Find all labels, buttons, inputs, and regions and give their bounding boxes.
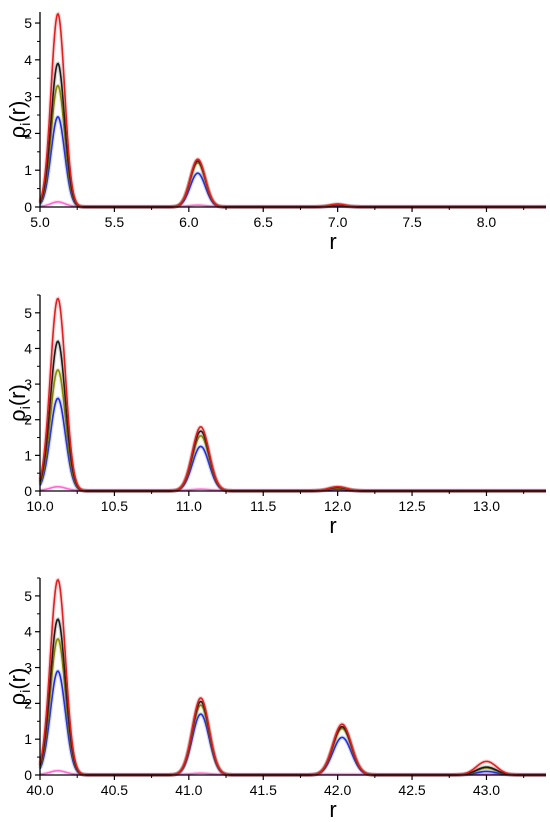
x-tick-label: 43.0 bbox=[473, 782, 500, 798]
series-halo-2 bbox=[38, 396, 546, 493]
x-tick-label: 41.0 bbox=[175, 782, 202, 798]
chart-panel-1: 5.0 5.5 6.0 6.5 7.0 7.5 8.0 0 1 2 3 4 5 r ρi(r) bbox=[5, 10, 546, 254]
y-tick-label: 1 bbox=[24, 162, 32, 178]
x-tick-label: 40.0 bbox=[26, 782, 53, 798]
y-tick-label: 3 bbox=[24, 660, 32, 676]
y-axis-label-subscript: i bbox=[17, 123, 33, 126]
x-tick-label: 6.5 bbox=[254, 214, 274, 230]
series-halo-2 bbox=[38, 114, 546, 209]
y-axis-label: ρi(r) bbox=[5, 384, 33, 422]
x-tick-label: 42.0 bbox=[324, 782, 351, 798]
y-axis-label-subscript: i bbox=[17, 690, 33, 693]
y-tick-label: 1 bbox=[24, 731, 32, 747]
x-tick-label: 40.5 bbox=[101, 782, 128, 798]
y-tick-label: 0 bbox=[24, 199, 32, 215]
y-axis-label-subscript: i bbox=[17, 406, 33, 409]
x-tick-label: 7.0 bbox=[328, 214, 348, 230]
y-axis-label: ρi(r) bbox=[5, 101, 33, 139]
series-halo-4 bbox=[38, 60, 546, 209]
series-halo-5 bbox=[38, 295, 546, 493]
y-tick-label: 5 bbox=[24, 15, 32, 31]
x-tick-label: 7.5 bbox=[402, 214, 422, 230]
x-tick-label: 11.0 bbox=[176, 498, 202, 514]
chart-panel-3: 40.0 40.5 41.0 41.5 42.0 42.5 43.0 0 1 2 3 4 5 r ρi(r) bbox=[5, 577, 546, 822]
y-tick-label: 3 bbox=[24, 376, 32, 392]
x-tick-label: 10.0 bbox=[26, 498, 53, 514]
chart-panel-2: 10.0 10.5 11.0 11.5 12.0 12.5 13.0 0 1 2 3 4 5 r ρi(r) bbox=[5, 294, 546, 538]
series-halo-3 bbox=[38, 367, 546, 493]
series-halo-5 bbox=[38, 10, 546, 209]
y-axis-label-suffix: (r) bbox=[5, 384, 30, 406]
series-line-3 bbox=[39, 84, 546, 208]
series-line-2 bbox=[39, 115, 546, 208]
x-tick-label: 8.0 bbox=[477, 214, 497, 230]
y-tick-label: 2 bbox=[24, 412, 32, 428]
x-tick-label: 5.0 bbox=[30, 214, 50, 230]
y-axis-label-symbol: ρ bbox=[5, 693, 30, 706]
series-halo-5 bbox=[38, 577, 546, 777]
series-halo-4 bbox=[38, 616, 546, 777]
y-tick-label: 4 bbox=[24, 340, 32, 356]
series-halo-2 bbox=[38, 668, 546, 777]
series-line-4 bbox=[39, 340, 546, 492]
y-axis-label: ρi(r) bbox=[5, 668, 33, 706]
x-tick-label: 11.5 bbox=[250, 498, 276, 514]
y-tick-label: 5 bbox=[24, 305, 32, 321]
series-halo-3 bbox=[38, 83, 546, 209]
series-halo-3 bbox=[38, 636, 546, 777]
series-line-3 bbox=[39, 368, 546, 492]
y-axis-label-suffix: (r) bbox=[5, 668, 30, 690]
x-axis-label: r bbox=[329, 513, 336, 538]
series-line-3 bbox=[39, 637, 546, 776]
x-tick-label: 6.0 bbox=[179, 214, 199, 230]
series-line-5 bbox=[39, 578, 546, 776]
x-tick-label: 10.5 bbox=[101, 498, 128, 514]
series-line-4 bbox=[39, 618, 546, 776]
y-tick-label: 2 bbox=[24, 695, 32, 711]
series-line-4 bbox=[39, 62, 546, 208]
series-line-2 bbox=[39, 397, 546, 492]
x-tick-label: 5.5 bbox=[105, 214, 125, 230]
series-line-2 bbox=[39, 670, 546, 776]
y-axis-label-symbol: ρ bbox=[5, 409, 30, 422]
x-tick-label: 13.0 bbox=[473, 498, 500, 514]
y-tick-label: 4 bbox=[24, 624, 32, 640]
y-tick-label: 4 bbox=[24, 52, 32, 68]
y-axis-label-symbol: ρ bbox=[5, 126, 30, 139]
y-tick-label: 5 bbox=[24, 588, 32, 604]
x-tick-label: 12.0 bbox=[324, 498, 351, 514]
x-axis-label: r bbox=[329, 797, 336, 822]
x-tick-label: 41.5 bbox=[250, 782, 277, 798]
y-tick-label: 2 bbox=[24, 125, 32, 141]
y-tick-label: 0 bbox=[24, 767, 32, 783]
y-tick-label: 3 bbox=[24, 89, 32, 105]
y-tick-label: 1 bbox=[24, 447, 32, 463]
x-axis-label: r bbox=[329, 229, 336, 254]
x-tick-label: 42.5 bbox=[398, 782, 425, 798]
y-axis-label-suffix: (r) bbox=[5, 101, 30, 123]
x-tick-label: 12.5 bbox=[398, 498, 425, 514]
series-line-5 bbox=[39, 12, 546, 208]
y-tick-label: 0 bbox=[24, 483, 32, 499]
series-halo-4 bbox=[38, 338, 546, 493]
series-line-5 bbox=[39, 297, 546, 492]
